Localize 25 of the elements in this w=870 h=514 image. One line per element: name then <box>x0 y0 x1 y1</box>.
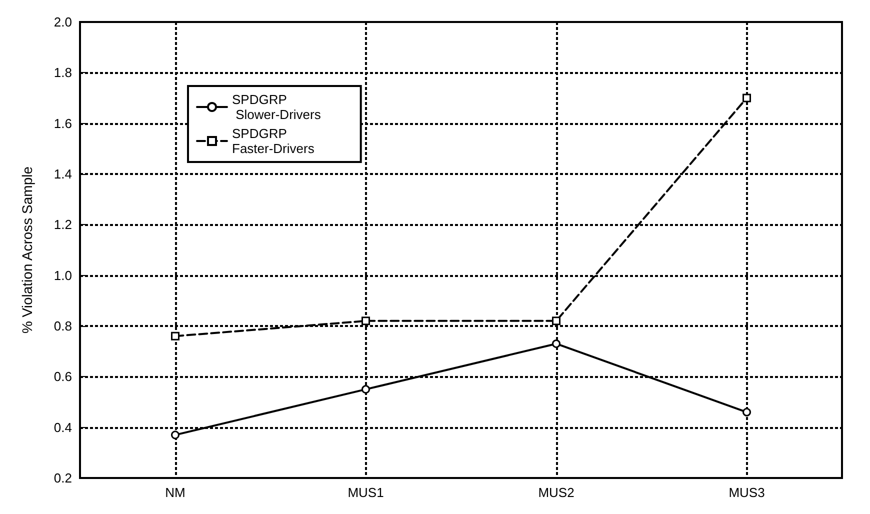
x-tick-label: NM <box>165 485 186 500</box>
x-tick-label: MUS3 <box>728 485 765 500</box>
y-tick-label: 0.2 <box>54 470 72 486</box>
point <box>742 408 751 416</box>
point <box>552 316 560 326</box>
legend-label: SPDGRP Faster-Drivers <box>232 126 315 156</box>
x-tick-label: MUS1 <box>348 485 384 500</box>
x-tick-label: MUS2 <box>538 485 574 500</box>
y-tick-label: 0.4 <box>54 420 72 435</box>
y-tick-label: 1.4 <box>54 166 72 182</box>
y-tick-label: 1.2 <box>54 217 72 232</box>
y-axis-title: % Violation Across Sample <box>19 166 35 334</box>
point <box>552 339 560 348</box>
point <box>742 94 751 102</box>
point <box>171 430 180 440</box>
legend-label: SPDGRP Slower-Drivers <box>232 92 322 122</box>
point <box>362 385 370 394</box>
y-tick-label: 1.8 <box>54 65 72 80</box>
y-tick-label: 2.0 <box>54 14 72 30</box>
y-tick-label: 1.6 <box>54 116 72 131</box>
y-tick-label: 0.8 <box>54 318 72 334</box>
y-tick-label: 1.0 <box>54 268 72 283</box>
point <box>362 316 370 326</box>
point <box>171 332 180 340</box>
y-tick-label: 0.6 <box>54 369 72 384</box>
